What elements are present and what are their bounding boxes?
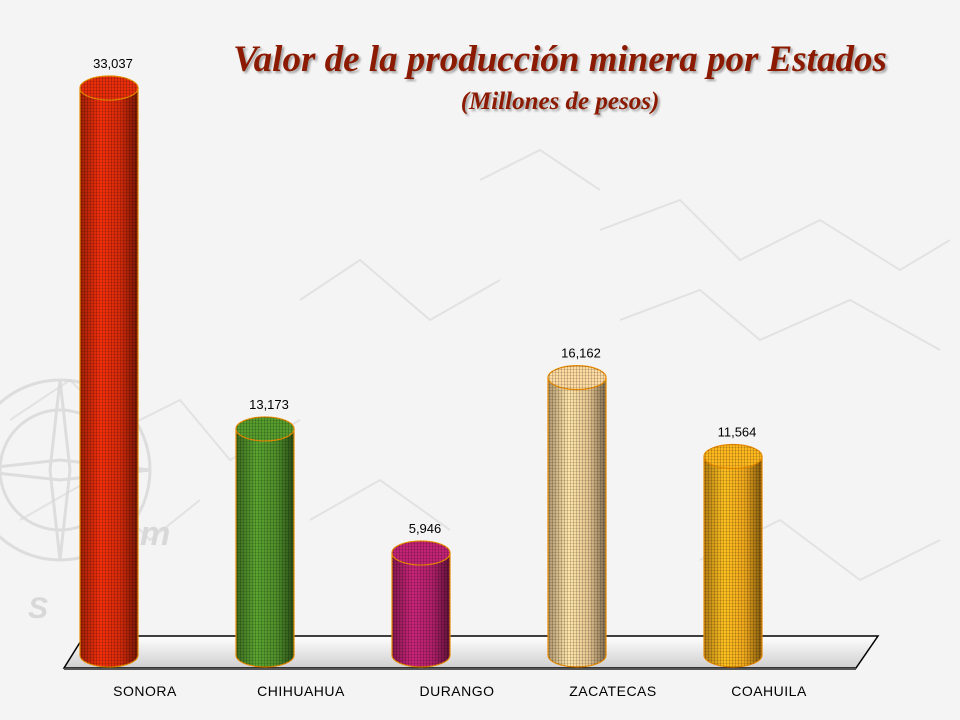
bar-top-texture (704, 444, 762, 469)
category-label: SONORA (113, 683, 177, 699)
category-label: DURANGO (419, 683, 494, 699)
bar-top-texture (548, 365, 606, 390)
value-label: 16,162 (561, 346, 601, 361)
bar-texture (392, 552, 450, 667)
bg-glyph-m: m (140, 515, 170, 553)
bar-texture (80, 88, 138, 667)
bar-coahuila (703, 443, 763, 668)
chart-floor-front (64, 668, 856, 670)
value-label: 5,946 (409, 521, 442, 536)
bar-top-texture (80, 76, 138, 100)
bg-glyph-s: S (28, 592, 48, 625)
chart-subtitle: (Millones de pesos) (460, 88, 660, 115)
value-label: 13,173 (249, 397, 289, 412)
bar-durango (391, 540, 451, 668)
category-label: CHIHUAHUA (257, 683, 345, 699)
bar-top-texture (392, 540, 450, 565)
category-label: COAHUILA (731, 683, 807, 699)
value-label: 11,564 (718, 425, 757, 440)
bar-zacatecas (547, 365, 607, 668)
bar-top-texture (236, 416, 294, 441)
bar-sonora (79, 75, 139, 668)
bar-texture (236, 428, 294, 667)
bar-chihuahua (235, 416, 295, 668)
category-label: ZACATECAS (569, 683, 656, 699)
value-label: 33,037 (93, 56, 133, 71)
chart-title: Valor de la producción minera por Estado… (233, 39, 887, 80)
bar-texture (548, 377, 606, 667)
bar-texture (704, 456, 762, 667)
